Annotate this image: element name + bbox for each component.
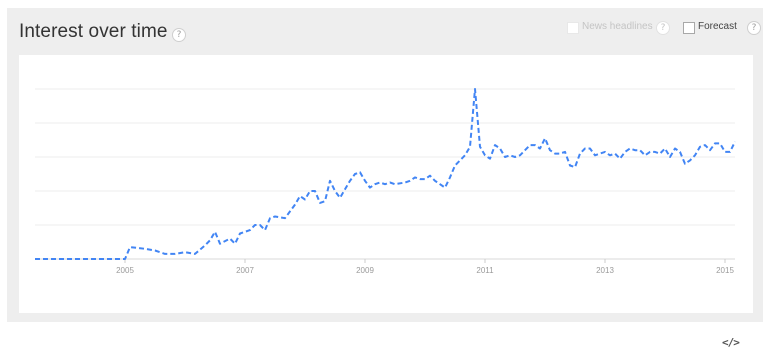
embed-code-icon[interactable]: </> xyxy=(722,336,740,349)
help-icon[interactable]: ? xyxy=(172,28,186,42)
forecast-checkbox[interactable] xyxy=(683,22,695,34)
forecast-label: Forecast xyxy=(698,21,737,32)
x-tick-label: 2013 xyxy=(596,266,614,275)
interest-line-chart: 2005 2007 2009 2011 2013 2015 xyxy=(35,88,736,275)
x-tick-label: 2009 xyxy=(356,266,374,275)
x-tick-label: 2005 xyxy=(116,266,134,275)
news-headlines-help-icon[interactable]: ? xyxy=(656,21,670,35)
x-tick-label: 2007 xyxy=(236,266,254,275)
x-tick-label: 2011 xyxy=(476,266,494,275)
forecast-help-icon[interactable]: ? xyxy=(747,21,761,35)
news-headlines-checkbox[interactable] xyxy=(567,22,579,34)
series-line xyxy=(35,88,736,260)
chart-panel: 2005 2007 2009 2011 2013 2015 </> xyxy=(19,55,753,349)
page-title: Interest over time xyxy=(19,21,168,42)
interest-over-time-card: Interest over time ? News headlines ? Fo… xyxy=(7,8,763,349)
news-headlines-label: News headlines xyxy=(582,21,653,32)
x-tick-label: 2015 xyxy=(716,266,734,275)
